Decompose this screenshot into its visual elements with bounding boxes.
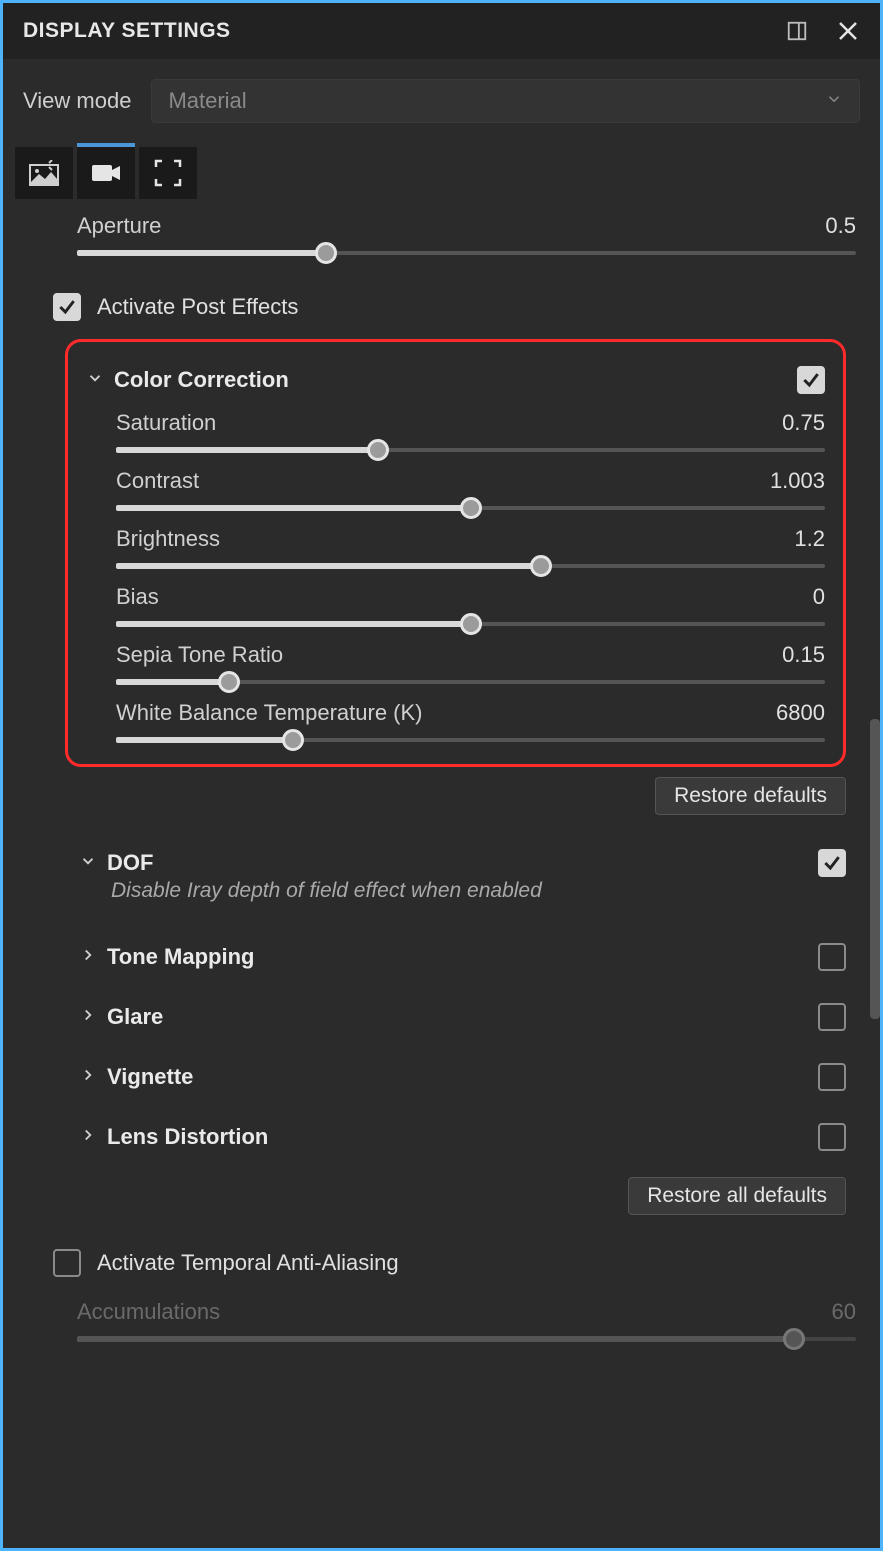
tone-title: Tone Mapping — [107, 944, 254, 970]
viewmode-dropdown[interactable]: Material — [151, 79, 860, 123]
taa-checkbox[interactable] — [53, 1249, 81, 1277]
saturation-value: 0.75 — [782, 410, 825, 436]
color-correction-title: Color Correction — [114, 367, 289, 393]
aperture-label: Aperture — [77, 213, 161, 239]
bias-slider[interactable] — [116, 622, 825, 626]
sepia-value: 0.15 — [782, 642, 825, 668]
taa-check-row: Activate Temporal Anti-Aliasing — [27, 1233, 856, 1293]
saturation-slider[interactable] — [116, 448, 825, 452]
vignette-section: Vignette — [79, 1047, 846, 1107]
tone-checkbox[interactable] — [818, 943, 846, 971]
vignette-title: Vignette — [107, 1064, 193, 1090]
sections-block: DOF Disable Iray depth of field effect w… — [79, 833, 846, 1167]
brightness-value: 1.2 — [794, 526, 825, 552]
display-settings-panel: DISPLAY SETTINGS View mode Material — [0, 0, 883, 1551]
chevron-right-icon — [79, 946, 97, 969]
taa-label: Activate Temporal Anti-Aliasing — [97, 1250, 399, 1276]
dof-section: DOF Disable Iray depth of field effect w… — [79, 833, 846, 927]
whitebal-slider[interactable] — [116, 738, 825, 742]
dof-title: DOF — [107, 850, 153, 876]
tabs — [3, 133, 880, 199]
tab-camera[interactable] — [77, 147, 135, 199]
scrollbar-thumb[interactable] — [870, 719, 880, 1019]
dof-checkbox[interactable] — [818, 849, 846, 877]
color-correction-checkbox[interactable] — [797, 366, 825, 394]
titlebar: DISPLAY SETTINGS — [3, 3, 880, 59]
dof-header[interactable]: DOF — [79, 849, 846, 877]
contrast-label: Contrast — [116, 468, 199, 494]
tab-environment[interactable] — [15, 147, 73, 199]
sepia-label: Sepia Tone Ratio — [116, 642, 283, 668]
close-icon[interactable] — [836, 19, 860, 43]
chevron-right-icon — [79, 1066, 97, 1089]
contrast-value: 1.003 — [770, 468, 825, 494]
lens-section: Lens Distortion — [79, 1107, 846, 1167]
tone-header[interactable]: Tone Mapping — [79, 943, 846, 971]
sepia-row: Sepia Tone Ratio 0.15 — [86, 642, 825, 684]
panel-title: DISPLAY SETTINGS — [23, 19, 231, 43]
glare-title: Glare — [107, 1004, 163, 1030]
saturation-row: Saturation 0.75 — [86, 410, 825, 452]
tab-viewport[interactable] — [139, 147, 197, 199]
sepia-slider[interactable] — [116, 680, 825, 684]
whitebal-label: White Balance Temperature (K) — [116, 700, 423, 726]
lens-checkbox[interactable] — [818, 1123, 846, 1151]
color-correction-highlight: Color Correction Saturation 0.75 Co — [65, 339, 846, 767]
chevron-down-icon — [825, 88, 843, 114]
color-correction-header[interactable]: Color Correction — [86, 356, 825, 404]
restore-all-defaults-button[interactable]: Restore all defaults — [628, 1177, 846, 1215]
aperture-slider[interactable] — [77, 251, 856, 255]
bias-label: Bias — [116, 584, 159, 610]
viewmode-label: View mode — [23, 88, 131, 114]
aperture-value: 0.5 — [825, 213, 856, 239]
brightness-label: Brightness — [116, 526, 220, 552]
vignette-header[interactable]: Vignette — [79, 1063, 846, 1091]
lens-title: Lens Distortion — [107, 1124, 268, 1150]
brightness-slider[interactable] — [116, 564, 825, 568]
glare-section: Glare — [79, 987, 846, 1047]
contrast-slider[interactable] — [116, 506, 825, 510]
whitebal-value: 6800 — [776, 700, 825, 726]
chevron-down-icon — [86, 369, 104, 392]
aperture-slider-row: Aperture 0.5 — [27, 213, 856, 255]
contrast-row: Contrast 1.003 — [86, 468, 825, 510]
accumulations-slider[interactable] — [77, 1337, 856, 1341]
lens-header[interactable]: Lens Distortion — [79, 1123, 846, 1151]
chevron-right-icon — [79, 1006, 97, 1029]
saturation-label: Saturation — [116, 410, 216, 436]
restore-defaults-button[interactable]: Restore defaults — [655, 777, 846, 815]
brightness-row: Brightness 1.2 — [86, 526, 825, 568]
accumulations-row: Accumulations 60 — [27, 1299, 856, 1341]
content-area: Aperture 0.5 Activate Post Effects — [3, 199, 880, 1548]
viewmode-row: View mode Material — [3, 59, 880, 133]
vignette-checkbox[interactable] — [818, 1063, 846, 1091]
bias-value: 0 — [813, 584, 825, 610]
post-effects-label: Activate Post Effects — [97, 294, 298, 320]
glare-header[interactable]: Glare — [79, 1003, 846, 1031]
post-effects-checkbox[interactable] — [53, 293, 81, 321]
accumulations-value: 60 — [832, 1299, 856, 1325]
glare-checkbox[interactable] — [818, 1003, 846, 1031]
bias-row: Bias 0 — [86, 584, 825, 626]
viewmode-value: Material — [168, 88, 246, 114]
tone-section: Tone Mapping — [79, 927, 846, 987]
chevron-right-icon — [79, 1126, 97, 1149]
dock-icon[interactable] — [786, 20, 808, 42]
chevron-down-icon — [79, 852, 97, 875]
post-effects-check-row: Activate Post Effects — [27, 277, 856, 337]
whitebal-row: White Balance Temperature (K) 6800 — [86, 700, 825, 742]
dof-desc: Disable Iray depth of field effect when … — [79, 879, 846, 903]
accumulations-label: Accumulations — [77, 1299, 220, 1325]
